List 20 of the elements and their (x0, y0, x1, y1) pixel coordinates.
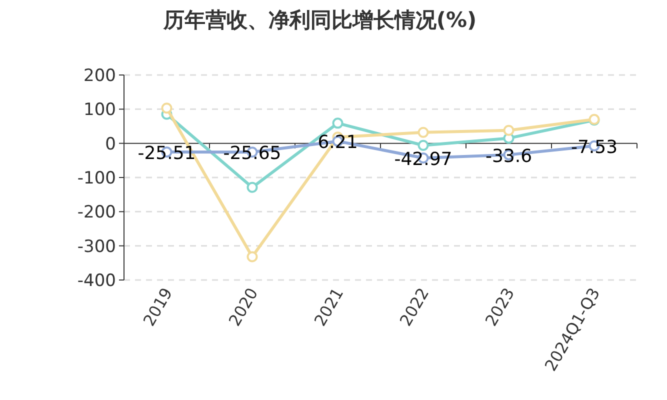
y-tick-label: 0 (105, 134, 116, 154)
y-tick-label: 200 (84, 66, 116, 86)
point (418, 126, 429, 138)
point (246, 182, 258, 193)
point (503, 124, 514, 136)
chart-title: 历年营收、净利同比增长情况(%) (162, 8, 477, 32)
point (161, 102, 172, 114)
point (246, 251, 258, 262)
y-tick-label: 100 (84, 100, 116, 120)
point (418, 140, 429, 151)
data-label: -25.51 (138, 143, 196, 164)
data-label: -42.97 (394, 149, 452, 170)
y-tick-label: -300 (77, 236, 116, 257)
data-label: -25.65 (223, 143, 282, 164)
y-tick-label: -200 (77, 202, 116, 223)
point (332, 118, 344, 129)
y-tick-label: -100 (77, 168, 116, 188)
y-tick-label: -400 (77, 271, 116, 291)
data-label: 6.21 (318, 132, 358, 154)
data-label: -33.6 (485, 146, 532, 167)
